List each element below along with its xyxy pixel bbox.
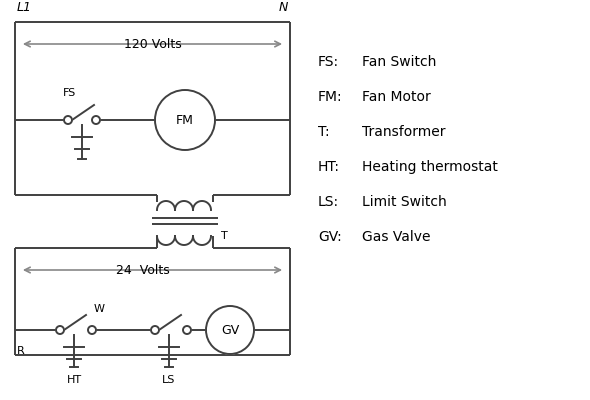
Text: Transformer: Transformer <box>362 125 445 139</box>
Text: HT: HT <box>67 375 81 385</box>
Text: Limit Switch: Limit Switch <box>362 195 447 209</box>
Text: FM:: FM: <box>318 90 343 104</box>
Circle shape <box>92 116 100 124</box>
Circle shape <box>151 326 159 334</box>
Text: FS: FS <box>63 88 76 98</box>
Circle shape <box>56 326 64 334</box>
Text: L1: L1 <box>17 1 32 14</box>
Text: LS: LS <box>162 375 176 385</box>
Text: 120 Volts: 120 Volts <box>124 38 181 50</box>
Text: HT:: HT: <box>318 160 340 174</box>
Circle shape <box>183 326 191 334</box>
Circle shape <box>88 326 96 334</box>
Text: FM: FM <box>176 114 194 126</box>
Text: Fan Switch: Fan Switch <box>362 55 437 69</box>
Circle shape <box>64 116 72 124</box>
Text: T:: T: <box>318 125 330 139</box>
Text: T: T <box>221 231 228 241</box>
Text: Gas Valve: Gas Valve <box>362 230 431 244</box>
Text: Heating thermostat: Heating thermostat <box>362 160 498 174</box>
Circle shape <box>206 306 254 354</box>
Text: FS:: FS: <box>318 55 339 69</box>
Text: W: W <box>94 304 105 314</box>
Circle shape <box>155 90 215 150</box>
Text: Fan Motor: Fan Motor <box>362 90 431 104</box>
Text: R: R <box>17 346 25 356</box>
Text: LS:: LS: <box>318 195 339 209</box>
Text: GV:: GV: <box>318 230 342 244</box>
Text: 24  Volts: 24 Volts <box>116 264 169 276</box>
Text: GV: GV <box>221 324 239 336</box>
Text: N: N <box>278 1 288 14</box>
